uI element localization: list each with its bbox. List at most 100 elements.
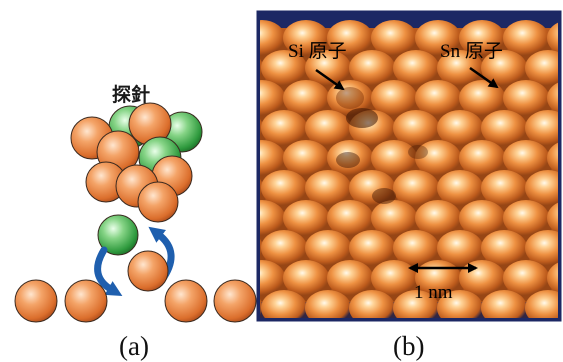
surface-atom-bump — [283, 200, 329, 236]
surface-atom-bump — [195, 20, 241, 56]
surface-atom-bump — [195, 200, 241, 236]
si-atom-label: Si 原子 — [288, 41, 347, 62]
surface-atom-bump — [283, 80, 329, 116]
surface-atom-bump — [481, 50, 527, 86]
surface-atom-bump — [305, 110, 351, 146]
surface-atom-bump — [261, 50, 307, 86]
surface-atom-bump — [349, 290, 395, 318]
surface-atom-bump — [283, 140, 329, 176]
surface-atom-bump — [547, 22, 558, 54]
surface-atom-bump — [459, 260, 505, 296]
surface-atom-bump — [393, 170, 439, 206]
surface-bump-shadow — [200, 92, 244, 122]
probe-label: 探針 — [112, 83, 150, 106]
surface-atom-bump — [260, 80, 285, 116]
image-border — [256, 10, 562, 322]
surface-atom-bump — [327, 260, 373, 296]
transferred-green-atom — [97, 214, 139, 256]
surface-atom-bump — [393, 50, 439, 86]
downward-curved-arrow — [94, 246, 123, 297]
dark-spot — [346, 108, 378, 128]
surface-atom-bump — [503, 80, 549, 116]
surface-atom-bump — [261, 110, 307, 146]
surface-atom-bump — [503, 200, 549, 236]
surface-atom-bump — [393, 110, 439, 146]
dark-spot — [408, 145, 428, 159]
surface-atom-bump — [525, 50, 558, 86]
surface-atom-bump — [305, 290, 351, 318]
dark-spot — [336, 152, 360, 168]
surface-atom-bump — [547, 262, 558, 294]
panel-b: Si 原子 Sn 原子 1 nm (b) — [195, 10, 562, 361]
caption-a: (a) — [119, 331, 149, 361]
surface-atom-row — [14, 250, 257, 323]
surface-atom-bump — [283, 20, 329, 56]
surface-atom-bump — [261, 290, 307, 318]
surface-atom-bump — [547, 202, 558, 234]
surface-atom-bump — [415, 200, 461, 236]
si-dark-region — [336, 87, 428, 204]
surface-atom — [213, 279, 257, 323]
surface-atom-bump — [371, 80, 417, 116]
surface-atom-bump — [260, 140, 285, 176]
surface-atom-bump — [305, 230, 351, 266]
surface-atom-bump — [459, 80, 505, 116]
surface-atom-bump — [195, 140, 241, 176]
surface-atom — [64, 279, 108, 323]
surface-atom-bump — [503, 260, 549, 296]
probe-tip-cluster — [70, 102, 203, 223]
surface-atom-bump — [195, 80, 241, 116]
surface-atom-bump — [393, 290, 439, 318]
surface-atom — [14, 279, 58, 323]
surface-atom-bump — [327, 140, 373, 176]
surface-atom-bump — [437, 50, 483, 86]
surface-atom-bump — [525, 230, 558, 266]
surface-atom-bump — [415, 20, 461, 56]
surface-atom-bump — [459, 200, 505, 236]
surface-atom-bump — [503, 140, 549, 176]
surface-image — [195, 20, 558, 318]
surface-atom-bump — [503, 20, 549, 56]
surface-atom-bump — [327, 200, 373, 236]
surface-atom-bump — [437, 290, 483, 318]
dark-spot — [372, 188, 396, 204]
surface-atom-bump — [260, 20, 285, 56]
surface-atom-bump — [261, 170, 307, 206]
surface-atom-bump — [260, 59, 263, 77]
surface-atom-bump — [481, 170, 527, 206]
surface-atom-bump — [305, 50, 351, 86]
surface-atom-bump — [371, 260, 417, 296]
surface-atom-bump — [283, 260, 329, 296]
surface-atom-bump — [547, 142, 558, 174]
surface-atom-bump — [437, 170, 483, 206]
surface-atom-bump — [415, 140, 461, 176]
surface-atom-bump — [547, 82, 558, 114]
si-atom-shade — [336, 87, 364, 109]
surface-atom-bump — [525, 170, 558, 206]
surface-atom-bump — [349, 50, 395, 86]
surface-atom-bump — [261, 230, 307, 266]
sn-atom-arrow — [469, 66, 499, 89]
surface-atom-bump — [481, 230, 527, 266]
surface-atom-bump — [393, 230, 439, 266]
surface-atom-bump — [459, 140, 505, 176]
surface-atom-bump — [349, 170, 395, 206]
surface-atom-bump — [437, 110, 483, 146]
scale-bar-label: 1 nm — [414, 282, 453, 303]
sn-atom-label: Sn 原子 — [440, 41, 503, 62]
surface-atom-bump — [415, 80, 461, 116]
surface-atom-bump — [305, 170, 351, 206]
surface-atom-bump — [260, 179, 263, 197]
surface-atom-bump — [349, 230, 395, 266]
panel-a: 探針 (a — [14, 83, 257, 361]
caption-b: (b) — [393, 331, 424, 361]
surface-bumps — [195, 20, 558, 318]
surface-atom-bump — [371, 140, 417, 176]
surface-atom-bump — [260, 239, 263, 257]
surface-atom-bump — [327, 20, 373, 56]
surface-atom-bump — [371, 20, 417, 56]
si-atom-arrow — [315, 68, 345, 91]
surface-atom-bump — [481, 110, 527, 146]
